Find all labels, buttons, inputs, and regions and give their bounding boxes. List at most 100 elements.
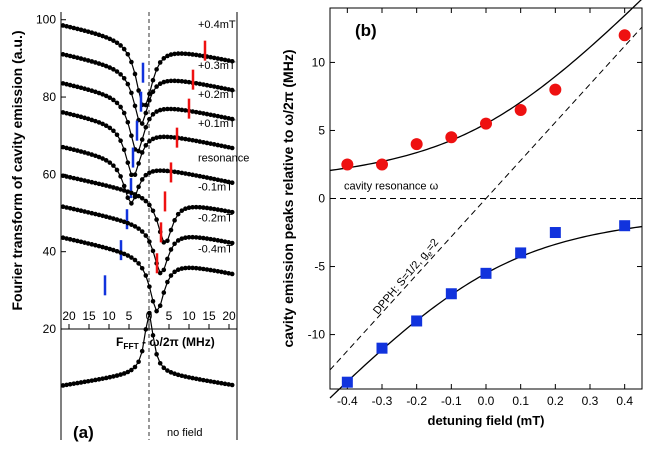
series-0: [341, 29, 631, 171]
trace-point: [197, 173, 203, 179]
trace-point: [183, 108, 188, 113]
trace-point: [67, 82, 73, 88]
spin-line: [329, 26, 643, 371]
trace-point: [183, 206, 188, 212]
trace-point: [197, 139, 203, 144]
trace-point: [143, 233, 149, 238]
trace-point: [193, 376, 199, 382]
trace-point: [165, 53, 170, 59]
trace-point: [107, 246, 113, 252]
panel-label-b: (b): [355, 21, 377, 40]
trace-point: [197, 110, 203, 116]
trace-point: [168, 52, 174, 57]
trace-point: [64, 174, 69, 179]
trace-point: [211, 268, 217, 273]
trace-point: [168, 134, 174, 140]
trace-point: [60, 144, 66, 150]
data-point-circle: [480, 117, 492, 130]
trace-point: [75, 26, 80, 32]
trace-point: [93, 211, 98, 217]
trace-point: [139, 150, 145, 155]
trace-point: [93, 377, 98, 383]
data-point-circle: [549, 83, 562, 96]
trace-point: [143, 273, 149, 278]
trace-point: [204, 378, 210, 384]
trace-point: [111, 374, 116, 379]
trace-point: [211, 142, 217, 147]
trace-point: [190, 234, 195, 240]
trace-point: [143, 124, 149, 130]
trace-point: [168, 370, 174, 375]
trace-point: [183, 79, 188, 85]
trace-point: [89, 88, 95, 94]
trace-point: [114, 132, 120, 138]
trace-point: [179, 373, 185, 379]
trace-point: [78, 27, 84, 33]
trace-point: [114, 248, 120, 254]
trace-point: [93, 60, 98, 65]
trace-point: [201, 377, 206, 383]
trace-point: [183, 136, 188, 142]
x-tick-label: 0.4: [616, 394, 633, 408]
trace-point: [154, 67, 159, 72]
data-point-circle: [445, 131, 458, 144]
trace-point: [121, 46, 127, 52]
trace-point: [215, 56, 221, 61]
trace-point: [118, 218, 123, 223]
trace-point: [96, 120, 102, 125]
trace-point: [229, 145, 235, 151]
trace-point: [64, 110, 69, 116]
trace-point: [111, 163, 116, 168]
trace-point: [143, 327, 149, 332]
trace-point: [121, 76, 127, 81]
trace-point: [172, 51, 177, 57]
trace-point: [186, 265, 192, 271]
trace-5: -0.1mT: [60, 173, 235, 245]
trace-point: [190, 375, 195, 381]
trace-point: [186, 171, 192, 177]
trace-point: [190, 109, 195, 114]
trace-point: [208, 54, 213, 60]
trace-point: [147, 170, 152, 176]
x-tick-label: 0.0: [478, 394, 495, 408]
trace-point: [121, 371, 127, 376]
trace-point: [60, 383, 66, 388]
trace-4: resonance: [60, 144, 249, 206]
trace-point: [219, 380, 224, 386]
trace-point: [193, 265, 199, 271]
trace-point: [222, 208, 228, 214]
trace-point: [219, 269, 224, 275]
trace-point: [107, 95, 113, 101]
trace-point: [172, 371, 177, 377]
trace-point: [132, 257, 138, 263]
x-tick-label: -0.2: [406, 394, 427, 408]
trace-point: [89, 210, 95, 216]
trace-point: [139, 195, 145, 201]
trace-point: [121, 251, 127, 257]
trace-point: [143, 102, 149, 108]
trace-point: [67, 53, 73, 59]
trace-point: [175, 211, 181, 217]
trace-point: [183, 265, 188, 271]
trace-point: [190, 137, 195, 143]
trace-point: [136, 161, 141, 166]
trace-point: [201, 111, 206, 116]
trace-point: [96, 243, 102, 249]
trace-point: [129, 59, 134, 65]
trace-point: [161, 56, 167, 61]
y-axis-title: Fourier transform of cavity emission (a.…: [9, 30, 25, 310]
trace-point: [193, 173, 199, 178]
trace-point: [121, 147, 127, 153]
trace-point: [96, 181, 102, 187]
trace-point: [111, 185, 116, 190]
trace-point: [229, 240, 235, 246]
trace-point: [172, 218, 177, 223]
data-point-circle: [341, 158, 354, 171]
trace-point: [229, 382, 235, 388]
trace-point: [67, 175, 73, 180]
trace-point: [219, 207, 224, 213]
trace-point: [193, 52, 199, 58]
trace-label: resonance: [198, 153, 249, 165]
